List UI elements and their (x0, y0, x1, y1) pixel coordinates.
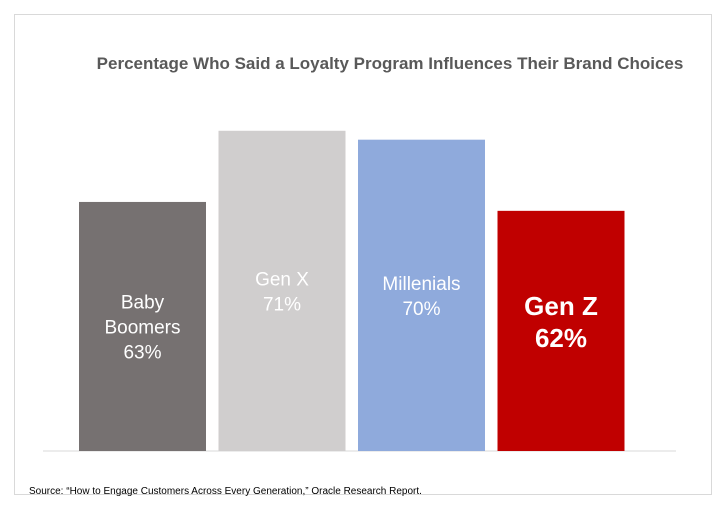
category-label: Gen Z (524, 291, 598, 321)
category-label: Boomers (104, 317, 180, 338)
data-label: 62% (535, 323, 587, 353)
data-label: 63% (123, 342, 161, 363)
bar-baby-boomers (79, 201, 206, 451)
bar-gen-z (497, 210, 625, 451)
data-label: 71% (263, 294, 301, 315)
source-note: Source: “How to Engage Customers Across … (29, 486, 422, 497)
category-label: Millenials (382, 274, 460, 295)
category-label: Gen X (255, 269, 309, 290)
category-label: Baby (121, 292, 165, 313)
bar-millenials (358, 139, 485, 451)
data-label: 70% (402, 299, 440, 320)
bar-gen-x (218, 130, 346, 451)
chart-title: Percentage Who Said a Loyalty Program In… (96, 54, 684, 73)
